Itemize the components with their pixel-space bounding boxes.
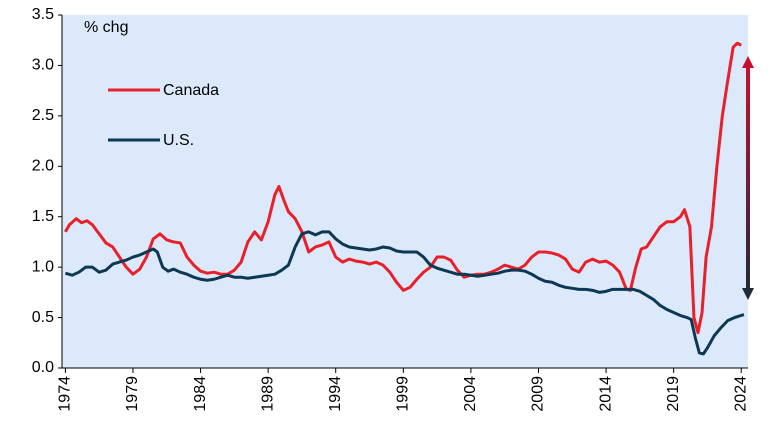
x-tick-label: 2004 xyxy=(462,376,479,412)
legend-label: Canada xyxy=(163,82,219,99)
gap-arrow xyxy=(742,56,754,300)
y-tick-label: 0.5 xyxy=(32,309,54,326)
y-tick-label: 2.0 xyxy=(32,158,54,175)
x-tick-label: 1999 xyxy=(395,376,412,412)
x-tick-label: 1979 xyxy=(124,376,141,412)
data-line xyxy=(64,41,742,335)
y-tick-label: 1.0 xyxy=(32,258,54,275)
y-axis-label: % chg xyxy=(84,19,128,36)
y-tick-label: 0.0 xyxy=(32,359,54,376)
data-line xyxy=(64,230,745,356)
legend-label: U.S. xyxy=(163,132,194,149)
plot-background xyxy=(62,15,748,368)
y-tick-label: 2.5 xyxy=(32,107,54,124)
y-tick-label: 3.0 xyxy=(32,57,54,74)
x-tick-label: 1974 xyxy=(57,376,74,412)
y-tick-label: 1.5 xyxy=(32,208,54,225)
y-tick-label: 3.5 xyxy=(32,6,54,23)
x-tick-label: 2019 xyxy=(665,376,682,412)
x-tick-label: 1994 xyxy=(327,376,344,412)
x-tick-label: 1984 xyxy=(192,376,209,412)
x-tick-label: 2014 xyxy=(597,376,614,412)
x-tick-label: 2024 xyxy=(732,376,749,412)
x-tick-label: 2009 xyxy=(530,376,547,412)
x-tick-label: 1989 xyxy=(259,376,276,412)
